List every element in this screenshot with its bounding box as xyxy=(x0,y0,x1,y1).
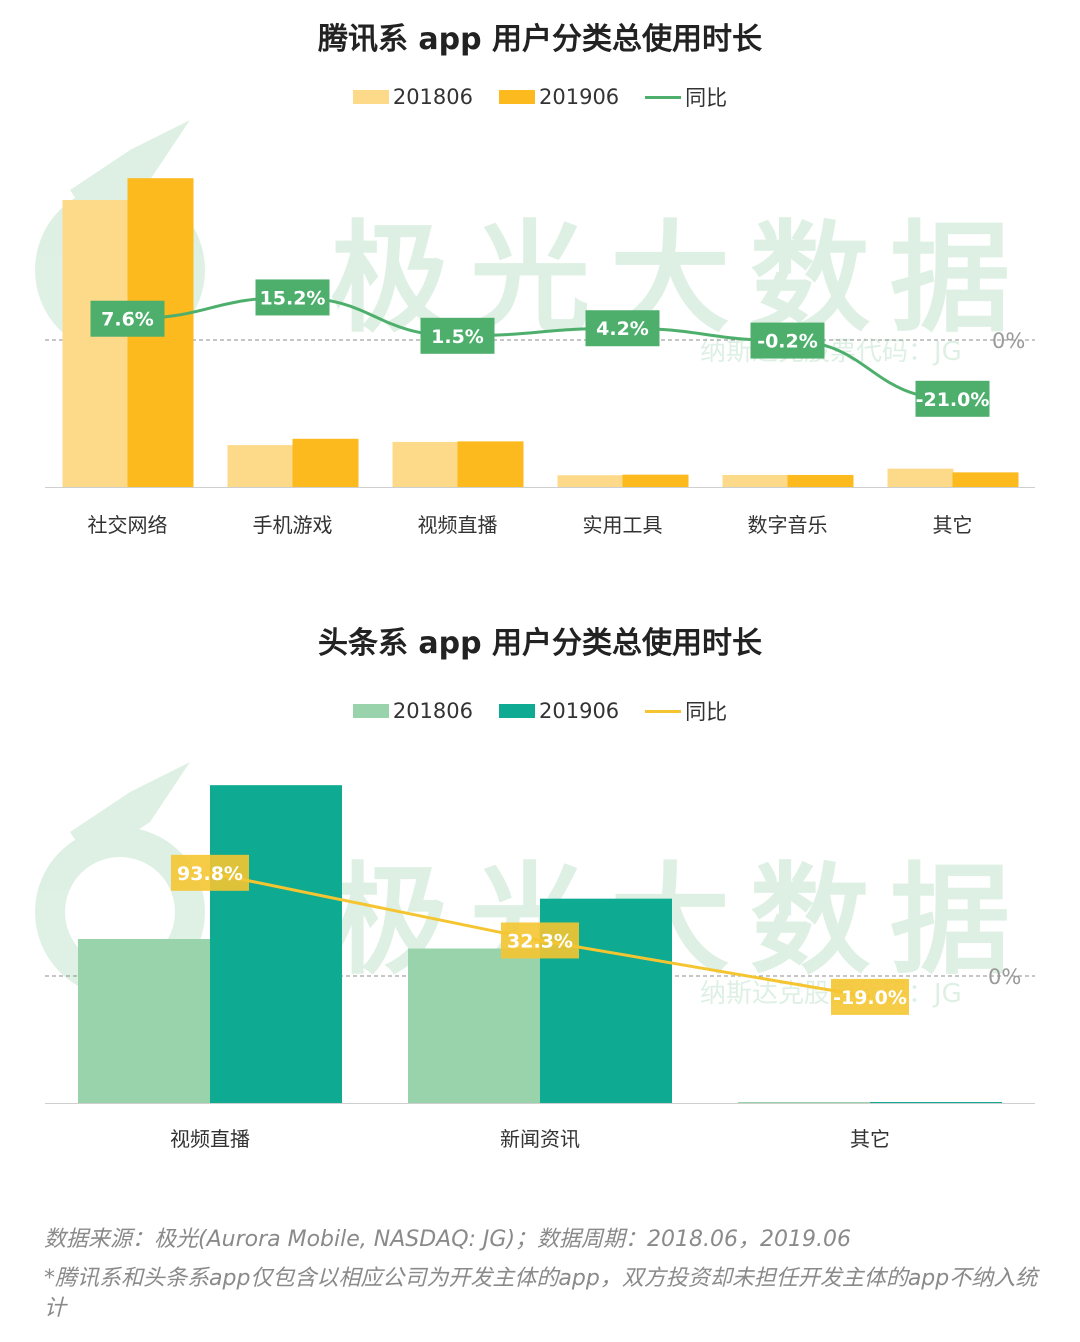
yoy-data-label: -19.0% xyxy=(833,987,907,1009)
legend-label: 201806 xyxy=(392,85,473,109)
category-label: 视频直播 xyxy=(418,513,498,537)
chart-tencent: 腾讯系 app 用户分类总使用时长 201806 201906 同比 极光大数据… xyxy=(0,0,1080,560)
legend-label: 201806 xyxy=(392,699,473,723)
yoy-data-label: -0.2% xyxy=(757,331,818,353)
legend-swatch xyxy=(352,704,389,718)
legend-item-s2: 201906 xyxy=(499,85,619,109)
legend-item-line: 同比 xyxy=(645,696,727,726)
category-label: 社交网络 xyxy=(88,513,168,537)
bar-201906 xyxy=(870,1102,1002,1103)
category-label: 手机游戏 xyxy=(253,513,333,537)
bar-201906 xyxy=(787,474,854,487)
bar-201806 xyxy=(62,200,129,487)
yoy-label-box xyxy=(831,978,909,1015)
legend-item-s1: 201806 xyxy=(352,699,473,723)
chart-title: 头条系 app 用户分类总使用时长 xyxy=(317,626,763,661)
zero-label: 0% xyxy=(992,329,1025,353)
yoy-label-box xyxy=(501,922,579,959)
bar-201806 xyxy=(738,1102,870,1103)
source-line: 数据来源：极光(Aurora Mobile, NASDAQ: JG)；数据周期：… xyxy=(44,1227,852,1252)
legend-line-swatch xyxy=(645,95,682,99)
legend-line-swatch xyxy=(645,709,682,713)
bar-201806 xyxy=(392,441,459,487)
yoy-label-box xyxy=(420,317,495,354)
category-label: 其它 xyxy=(850,1127,890,1151)
chart-toutiao: 头条系 app 用户分类总使用时长 201806 201906 同比 极光大数据… xyxy=(0,600,1080,1160)
legend: 201806 201906 同比 xyxy=(0,696,1080,726)
legend-label: 201906 xyxy=(539,699,620,723)
category-label: 新闻资讯 xyxy=(500,1127,580,1151)
source-note: 数据来源：极光(Aurora Mobile, NASDAQ: JG)；数据周期：… xyxy=(44,1222,1054,1324)
bar-201906 xyxy=(952,472,1019,487)
bar-201806 xyxy=(722,474,789,487)
bar-201806 xyxy=(887,468,954,487)
yoy-label-box xyxy=(90,300,165,337)
yoy-data-label: 1.5% xyxy=(431,326,484,348)
yoy-label-box xyxy=(255,279,330,316)
category-label: 数字音乐 xyxy=(748,513,828,537)
category-label: 其它 xyxy=(933,513,973,537)
yoy-data-label: 15.2% xyxy=(260,287,326,309)
legend: 201806 201906 同比 xyxy=(0,82,1080,112)
bar-201906 xyxy=(210,785,342,1103)
yoy-data-label: 93.8% xyxy=(177,863,243,885)
bar-201806 xyxy=(227,445,294,487)
yoy-label-box xyxy=(915,380,990,417)
yoy-label-box xyxy=(171,854,249,891)
bar-201806 xyxy=(78,939,210,1103)
yoy-data-label: 7.6% xyxy=(101,309,154,331)
legend-label: 201906 xyxy=(539,85,620,109)
bar-201806 xyxy=(408,948,540,1103)
legend-item-s1: 201806 xyxy=(352,85,473,109)
category-label: 实用工具 xyxy=(583,513,663,537)
chart-title: 腾讯系 app 用户分类总使用时长 xyxy=(317,22,763,57)
yoy-label-box xyxy=(750,322,825,359)
bar-201906 xyxy=(292,438,359,487)
yoy-data-label: 32.3% xyxy=(507,930,573,952)
footnote: *腾讯系和头条系app仅包含以相应公司为开发主体的app，双方投资却未担任开发主… xyxy=(44,1266,1038,1321)
yoy-data-label: 4.2% xyxy=(596,318,649,340)
category-label: 视频直播 xyxy=(170,1127,250,1151)
watermark-logo-icon xyxy=(70,762,190,862)
yoy-data-label: -21.0% xyxy=(916,389,990,411)
legend-swatch xyxy=(352,90,389,104)
legend-swatch xyxy=(499,90,535,104)
watermark-subtext: 纳斯达克股票代码：JG xyxy=(700,979,962,1009)
zero-label: 0% xyxy=(988,965,1021,989)
bar-201806 xyxy=(557,475,624,487)
watermark-logo-icon xyxy=(70,120,190,220)
bar-201906 xyxy=(622,474,689,487)
legend-label: 同比 xyxy=(685,86,728,110)
watermark-subtext: 纳斯达克股票代码：JG xyxy=(700,337,962,367)
bar-201906 xyxy=(457,441,524,487)
legend-swatch xyxy=(499,704,535,718)
legend-label: 同比 xyxy=(685,700,728,724)
yoy-label-box xyxy=(585,310,660,347)
legend-item-line: 同比 xyxy=(645,82,727,112)
legend-item-s2: 201906 xyxy=(499,699,619,723)
